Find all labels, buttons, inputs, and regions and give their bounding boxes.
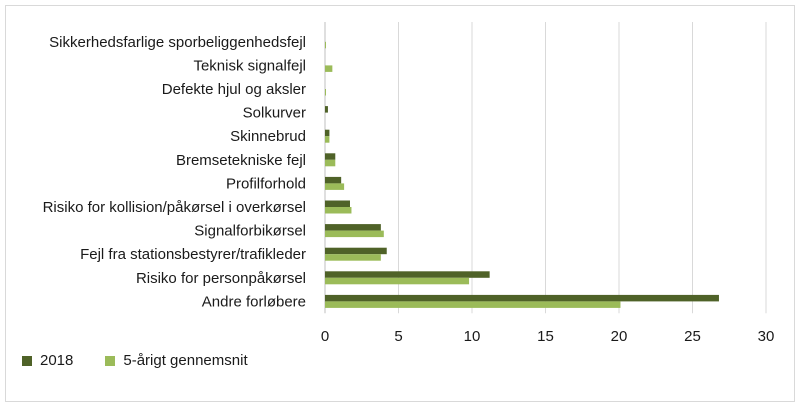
category-label: Sikkerhedsfarlige sporbeliggenhedsfejl (49, 34, 306, 51)
bar-series-2 (325, 41, 326, 49)
bar-series-1 (325, 153, 336, 160)
legend: 2018 5-årigt gennemsnit (22, 352, 248, 369)
bar-series-2 (325, 136, 330, 143)
bar-series-2 (325, 277, 470, 285)
bar-series-2 (325, 207, 352, 214)
category-label: Signalforbikørsel (194, 223, 306, 240)
x-tick-label: 10 (464, 328, 481, 345)
bar-series-2 (325, 159, 336, 167)
x-tick-label: 25 (684, 328, 701, 345)
bar-series-2 (325, 230, 384, 238)
category-label: Teknisk signalfejl (193, 57, 306, 74)
category-label: Fejl fra stationsbestyrer/trafikleder (80, 246, 306, 263)
x-tick-label: 15 (537, 328, 554, 345)
bar-series-2 (325, 89, 326, 96)
category-label: Skinnebrud (230, 128, 306, 145)
legend-item-series-2: 5-årigt gennemsnit (105, 352, 248, 369)
category-label: Bremsetekniske fejl (176, 152, 306, 169)
category-label: Solkurver (243, 105, 306, 122)
legend-item-series-1: 2018 (22, 352, 73, 369)
bar-series-1 (325, 129, 330, 137)
legend-swatch-series-2 (105, 355, 116, 366)
x-tick-label: 0 (321, 328, 329, 345)
bar-series-1 (325, 247, 387, 255)
bar-series-2 (325, 183, 345, 190)
bar-series-2 (325, 65, 333, 72)
bar-series-2 (325, 301, 621, 308)
legend-label-series-1: 2018 (40, 352, 74, 369)
legend-swatch-series-1 (22, 355, 32, 366)
x-tick-label: 30 (758, 328, 775, 345)
bar-series-1 (325, 106, 328, 113)
category-label: Risiko for personpåkørsel (136, 270, 306, 287)
category-label: Profilforhold (226, 175, 306, 192)
category-label: Defekte hjul og aksler (162, 81, 306, 98)
bar-series-1 (325, 294, 719, 302)
category-label: Andre forløbere (202, 293, 306, 310)
bar-series-1 (325, 176, 342, 184)
bar-series-2 (325, 254, 381, 261)
legend-label-series-2: 5-årigt gennemsnit (123, 352, 248, 369)
bar-series-1 (325, 224, 381, 231)
chart-frame (5, 5, 795, 402)
bar-series-1 (325, 271, 490, 278)
category-label: Risiko for kollision/påkørsel i overkørs… (43, 199, 306, 216)
x-tick-label: 5 (394, 328, 402, 345)
x-tick-label: 20 (611, 328, 628, 345)
bar-series-1 (325, 200, 350, 207)
